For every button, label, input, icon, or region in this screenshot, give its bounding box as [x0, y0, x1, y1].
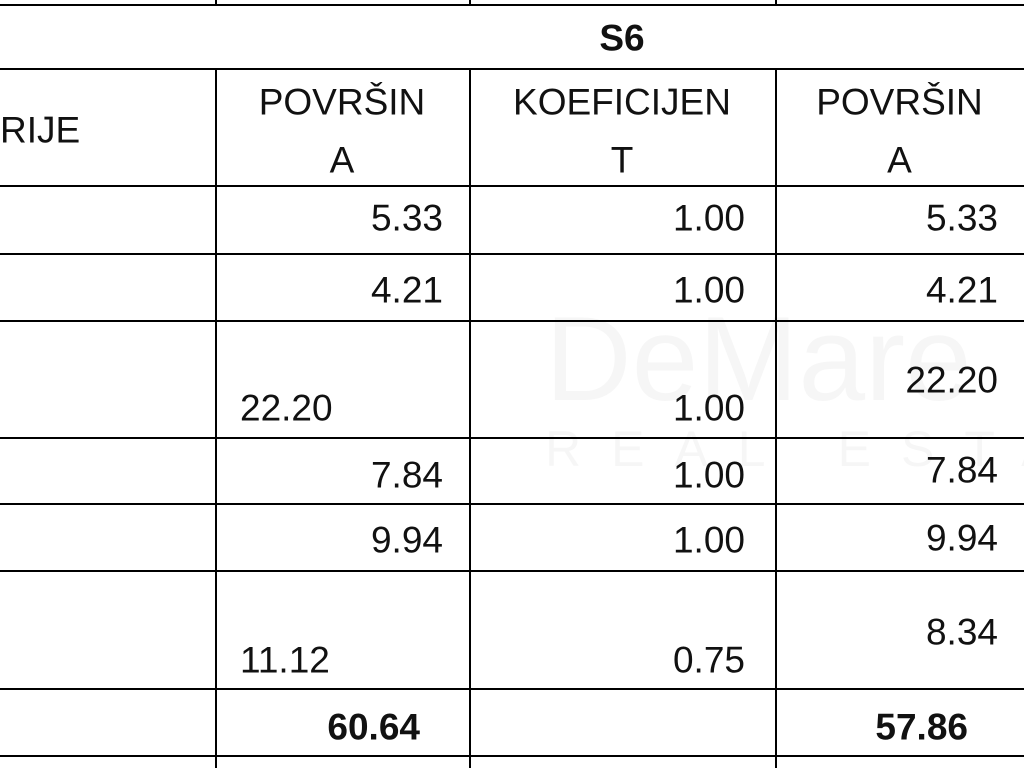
header-cell: POVRŠIN [258, 81, 426, 123]
cell: 4.21 [925, 269, 998, 311]
cell: 9.94 [370, 519, 443, 561]
header-cell: KOEFICIJEN [513, 81, 731, 123]
cell: 9.94 [925, 517, 998, 559]
header-cell: T [610, 139, 634, 181]
column-line [469, 0, 471, 5]
row-line [0, 253, 1024, 255]
cell: 1.00 [672, 454, 745, 496]
row-line [0, 68, 1024, 70]
cell: 0.75 [672, 639, 745, 681]
cell: 1.00 [672, 387, 745, 429]
row-line [0, 437, 1024, 439]
header-cell: RIJE [0, 109, 81, 151]
row-line [0, 755, 1024, 757]
cell: 1.00 [672, 519, 745, 561]
cell: 11.12 [240, 639, 330, 681]
cell: 4.21 [370, 269, 443, 311]
cell: 8.34 [925, 611, 998, 653]
row-line [0, 570, 1024, 572]
header-cell: A [329, 139, 355, 181]
column-line [215, 0, 217, 5]
cell: 5.33 [370, 197, 443, 239]
row-line [0, 4, 1024, 6]
cell: 1.00 [672, 197, 745, 239]
cell: 22.20 [240, 387, 333, 429]
header-cell: A [887, 139, 912, 181]
row-line [0, 185, 1024, 187]
group-header: S6 [599, 17, 645, 59]
cell: 1.00 [672, 269, 745, 311]
cell: 5.33 [925, 197, 998, 239]
row-line [0, 320, 1024, 322]
cell: 7.84 [925, 449, 998, 491]
cell: 7.84 [370, 454, 443, 496]
total-cell: 60.64 [327, 706, 420, 748]
row-line [0, 503, 1024, 505]
row-line [0, 688, 1024, 690]
header-cell: POVRŠIN [816, 81, 983, 123]
cell: 22.20 [905, 359, 998, 401]
total-cell: 57.86 [875, 706, 968, 748]
column-line [215, 68, 217, 768]
column-line [469, 68, 471, 768]
column-line [775, 68, 777, 768]
column-line [775, 0, 777, 5]
